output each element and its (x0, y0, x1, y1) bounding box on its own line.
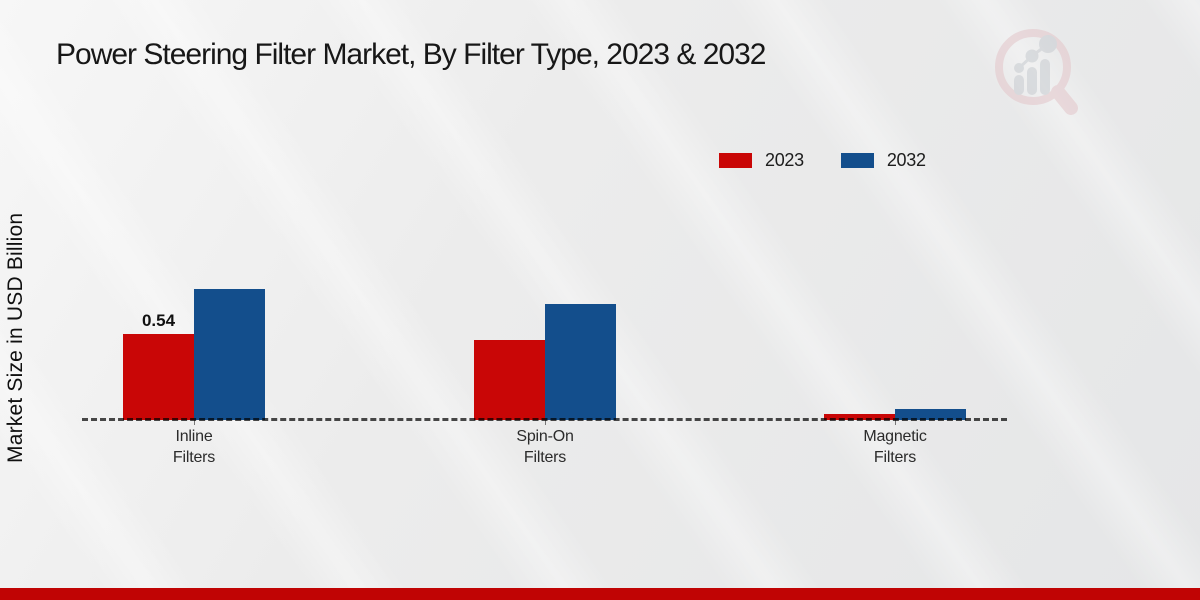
footer-accent-bar (0, 588, 1200, 600)
category-label-magnetic-filters: Magnetic Filters (863, 428, 927, 466)
legend-label-2032: 2032 (886, 150, 926, 170)
legend: 2023 2032 (719, 150, 926, 171)
legend-label-2023: 2023 (765, 150, 804, 170)
legend-swatch-2023 (719, 153, 752, 168)
bar-2032-spin-on-filters (545, 304, 616, 420)
brand-watermark-magnifier-chart-icon (995, 29, 1078, 115)
x-axis-baseline (82, 418, 1007, 421)
bar-2023-magnetic-filters (824, 414, 895, 420)
bar-2032-inline-filters (194, 289, 265, 420)
bar-value-label: 0.54 (141, 310, 176, 330)
x-axis-tick-spin-on-filters (545, 420, 546, 425)
category-label-spin-on-filters: Spin-On Filters (516, 428, 574, 466)
bar-2032-magnetic-filters (895, 409, 966, 420)
bar-2023-spin-on-filters (474, 340, 545, 420)
x-axis-tick-inline-filters (194, 420, 195, 425)
bar-2023-inline-filters (123, 334, 194, 420)
legend-swatch-2032 (840, 153, 874, 168)
legend-item-2023: 2023 (719, 150, 804, 171)
x-axis-tick-magnetic-filters (895, 420, 896, 425)
chart-title: Power Steering Filter Market, By Filter … (56, 38, 766, 71)
category-label-inline-filters: Inline Filters (172, 428, 216, 466)
legend-item-2032: 2032 (840, 150, 926, 171)
